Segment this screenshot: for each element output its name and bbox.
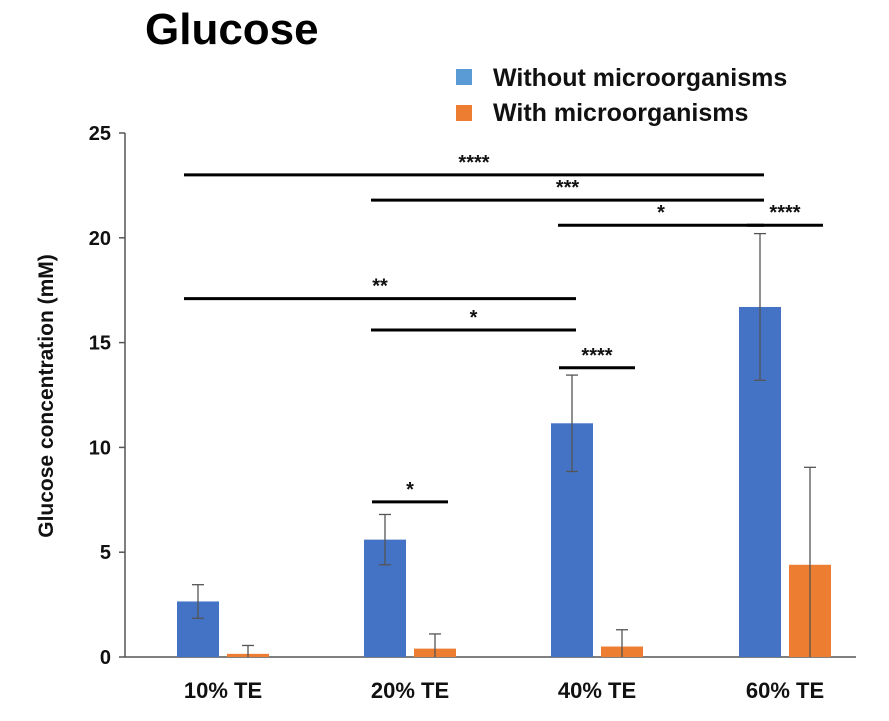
- x-tick-label-20-te: 20% TE: [371, 678, 449, 703]
- significance-label: ***: [556, 177, 580, 199]
- significance-label: ****: [581, 345, 612, 367]
- legend-label-with-microorganisms: With microorganisms: [493, 99, 748, 127]
- y-tick-label: 20: [89, 228, 111, 250]
- significance-label: **: [372, 276, 388, 298]
- legend-swatch-without-microorganisms: [456, 69, 472, 85]
- legend-label-without-microorganisms: Without microorganisms: [493, 64, 787, 92]
- y-axis-title: Glucose concentration (mM): [35, 254, 58, 538]
- significance-label: *: [657, 202, 665, 224]
- y-tick-label: 5: [100, 542, 111, 564]
- x-tick-label-10-te: 10% TE: [184, 678, 262, 703]
- x-tick-label-60-te: 60% TE: [746, 678, 824, 703]
- y-tick-label: 0: [100, 647, 111, 669]
- significance-label: *: [406, 479, 414, 501]
- significance-label: ****: [458, 152, 489, 174]
- significance-label: *: [470, 307, 478, 329]
- significance-label: ****: [769, 202, 800, 224]
- y-tick-label: 10: [89, 437, 111, 459]
- x-tick-label-40-te: 40% TE: [558, 678, 636, 703]
- y-tick-label: 25: [89, 123, 111, 145]
- legend-swatch-with-microorganisms: [456, 105, 472, 121]
- y-tick-label: 15: [89, 333, 111, 355]
- chart-title: Glucose: [145, 5, 319, 54]
